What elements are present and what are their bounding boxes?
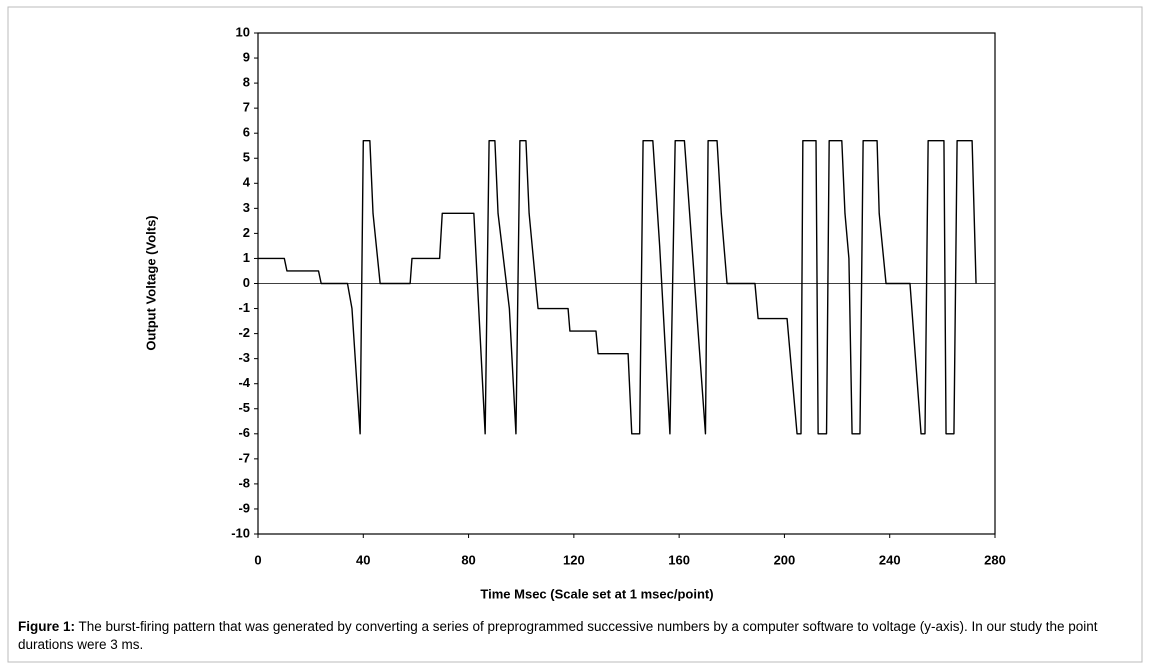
x-axis-label: Time Msec (Scale set at 1 msec/point) xyxy=(480,586,713,601)
y-tick-label: 6 xyxy=(243,125,250,140)
y-tick-label: -5 xyxy=(238,400,250,415)
y-tick-label: 9 xyxy=(243,49,250,64)
x-tick-label: 160 xyxy=(668,552,690,567)
y-tick-label: -10 xyxy=(231,525,250,540)
x-tick-label: 200 xyxy=(774,552,796,567)
y-tick-label: -7 xyxy=(238,450,250,465)
y-tick-label: 0 xyxy=(243,275,250,290)
y-tick-label: 7 xyxy=(243,100,250,115)
x-tick-label: 240 xyxy=(879,552,901,567)
x-tick-label: 40 xyxy=(356,552,370,567)
y-tick-label: 3 xyxy=(243,200,250,215)
y-tick-label: -8 xyxy=(238,475,250,490)
x-tick-label: 80 xyxy=(461,552,475,567)
caption-label: Figure 1: xyxy=(18,619,76,634)
y-tick-label: 5 xyxy=(243,150,250,165)
signal-line xyxy=(258,140,977,435)
y-axis-label: Output Voltage (Volts) xyxy=(143,215,158,350)
y-tick-label: -9 xyxy=(238,500,250,515)
caption-text: The burst-firing pattern that was genera… xyxy=(18,619,1098,652)
y-tick-label: -6 xyxy=(238,425,250,440)
y-tick-label: -3 xyxy=(238,350,250,365)
frame xyxy=(7,6,1143,663)
y-tick-label: -4 xyxy=(238,375,250,390)
y-tick-label: -1 xyxy=(238,300,250,315)
y-tick-label: -2 xyxy=(238,325,250,340)
x-tick-label: 120 xyxy=(563,552,585,567)
x-tick-label: 0 xyxy=(254,552,261,567)
y-tick-label: 2 xyxy=(243,225,250,240)
x-tick-label: 280 xyxy=(984,552,1006,567)
y-tick-label: 1 xyxy=(243,250,250,265)
y-tick-label: 8 xyxy=(243,75,250,90)
y-tick-label: 10 xyxy=(236,24,250,39)
caption: Figure 1: The burst-firing pattern that … xyxy=(18,618,1133,654)
y-tick-label: 4 xyxy=(243,175,251,190)
